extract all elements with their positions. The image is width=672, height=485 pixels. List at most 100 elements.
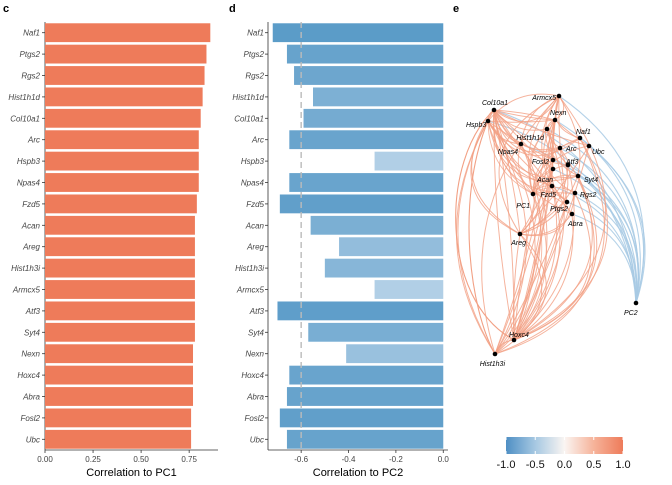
x-axis-title: Correlation to PC1 [86, 467, 177, 479]
edge-positive [487, 120, 528, 355]
node-syt4 [575, 173, 581, 179]
bar-atf3 [45, 301, 195, 321]
node-col10a1 [491, 107, 497, 113]
bar-abra [45, 387, 194, 406]
panel-e-letter: e [453, 3, 459, 15]
y-tick-label: Rgs2 [245, 72, 264, 81]
bar-fosl2 [45, 408, 192, 428]
node-ptgs2 [564, 199, 570, 205]
color-legend: -1.0 -0.5 0.0 0.5 1.0 [497, 437, 631, 471]
colorbar [506, 437, 623, 454]
edge-negative [577, 175, 640, 304]
edge-positive [492, 109, 534, 195]
y-tick-label: Acan [245, 221, 265, 230]
bar-acan [310, 215, 444, 235]
edge-positive [532, 164, 569, 195]
pc1-bar-chart: Naf1 Ptgs2 Rgs2 Hist1h1d Col10a1 Arc Hspb3 Npas… [8, 22, 218, 479]
bar-areg [45, 237, 195, 257]
y-tick-label: Col10a1 [234, 114, 264, 123]
bar-ubc [45, 429, 192, 449]
node-atf3 [565, 162, 571, 168]
edge-positive [493, 109, 521, 235]
y-tick-label: Npas4 [241, 179, 265, 188]
edge-positive [513, 95, 606, 341]
y-tick-label: Hist1h1d [232, 93, 264, 102]
edge-positive [513, 168, 554, 341]
node-fzd5 [549, 183, 555, 189]
bar-hist1h3i [324, 258, 444, 278]
edge-positive [513, 143, 548, 341]
edge-positive [519, 213, 573, 236]
bar-col10a1 [303, 108, 444, 128]
edge-positive [513, 213, 574, 341]
edge-negative [574, 192, 638, 304]
node-label: Hspb3 [466, 122, 486, 129]
node-pc1 [530, 191, 536, 197]
pc2-bar-chart: Naf1 Ptgs2 Rgs2 Hist1h1d Col10a1 Arc Hspb3 Npas… [232, 22, 449, 479]
edge-positive [532, 191, 568, 203]
node-areg [517, 231, 523, 237]
y-tick-label: Hspb3 [17, 157, 41, 166]
edge-positive [519, 193, 535, 235]
node-label: Nexn [550, 110, 566, 117]
network-edges [455, 93, 646, 355]
node-fosl2 [550, 157, 556, 163]
x-tick-label: 0.0 [438, 455, 450, 464]
y-tick-label: Fosl2 [20, 414, 40, 423]
edge-positive [468, 120, 496, 355]
node-label: Fosl2 [532, 159, 549, 166]
edge-positive [494, 159, 554, 355]
bar-rgs2 [294, 66, 444, 85]
node-label: Ubc [592, 149, 605, 156]
colorbar-label: 0.0 [557, 459, 572, 471]
panel-d-letter: d [229, 3, 236, 15]
node-ubc [586, 143, 592, 149]
node-label: Hist1h3i [480, 361, 506, 368]
bar-syt4 [308, 322, 444, 342]
bar-col10a1 [45, 108, 201, 128]
edge-positive [532, 159, 554, 195]
edge-positive [513, 192, 592, 341]
edge-negative [552, 168, 637, 304]
bar-acan [45, 215, 195, 235]
bar-rgs2 [45, 66, 205, 85]
x-tick-label: -0.2 [389, 455, 403, 464]
edge-positive [554, 95, 565, 121]
y-tick-label: Areg [246, 243, 264, 252]
node-rgs2 [572, 190, 578, 196]
edge-positive [493, 109, 556, 121]
edge-positive [457, 109, 496, 355]
bar-hist1h3i [45, 258, 195, 278]
edge-negative [588, 145, 646, 304]
edge-positive [487, 120, 534, 195]
y-tick-label: Hist1h1d [8, 93, 40, 102]
bar-hoxc4 [45, 365, 194, 385]
node-nexn [552, 117, 558, 123]
bar-hspb3 [45, 151, 199, 171]
bar-nexn [346, 344, 444, 364]
y-tick-label: Nexn [21, 350, 40, 359]
y-tick-label: Syt4 [24, 328, 41, 337]
y-tick-label: Abra [22, 393, 40, 402]
colorbar-label: -0.5 [526, 459, 545, 471]
edge-positive [543, 119, 576, 194]
bar-atf3 [277, 301, 444, 321]
edge-positive [532, 168, 554, 195]
bar-arc [289, 130, 444, 150]
node-label: Naf1 [576, 129, 591, 136]
edge-positive [541, 95, 560, 187]
node-label: Fzd5 [540, 192, 556, 199]
bar-armcx5 [374, 280, 444, 299]
y-tick-label: Hoxc4 [241, 371, 264, 380]
network-nodes: Col10a1 Hspb3 Armcx5 Nexn Hist1h1d Naf1 Ubc Npa… [466, 93, 639, 368]
y-tick-label: Armcx5 [236, 286, 265, 295]
x-tick-label: 0.75 [181, 455, 197, 464]
bar-naf1 [45, 23, 211, 43]
edge-positive [494, 233, 543, 355]
x-tick-label: 0.50 [133, 455, 149, 464]
bar-armcx5 [45, 280, 195, 299]
node-pc2 [633, 300, 639, 306]
edge-positive [494, 175, 595, 355]
y-tick-label: Ptgs2 [20, 50, 41, 59]
